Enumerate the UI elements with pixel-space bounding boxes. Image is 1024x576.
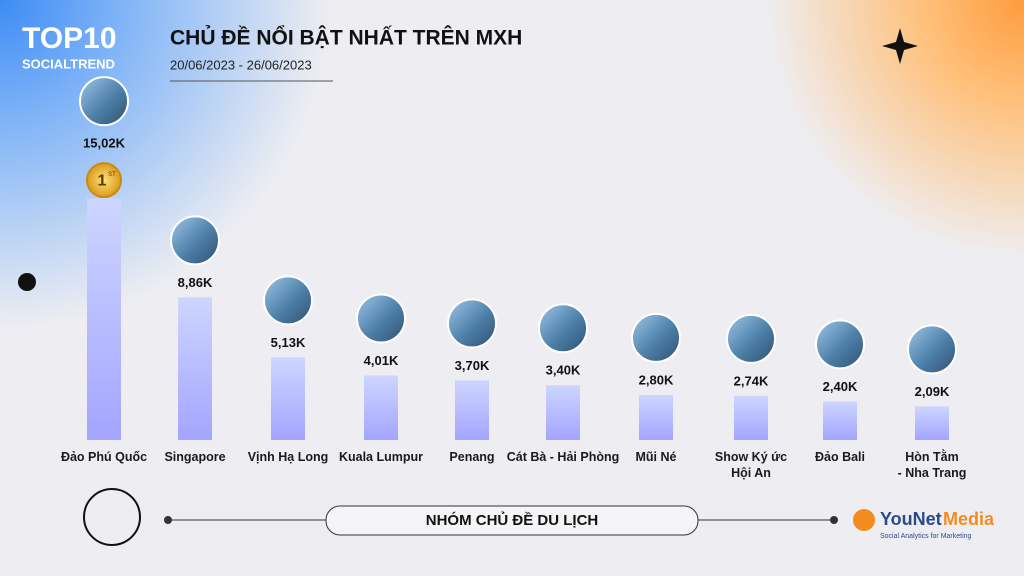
topic-image — [726, 313, 776, 364]
category-label: Vịnh Hạ Long — [247, 450, 329, 464]
bar — [178, 297, 212, 440]
group-label: NHÓM CHỦ ĐỀ DU LỊCH — [426, 511, 599, 529]
value-label: 15,02K — [83, 136, 126, 151]
category-label: Đảo Phú Quốc — [60, 450, 148, 464]
medal — [86, 162, 122, 199]
category-label: Mũi Né — [635, 450, 677, 464]
value-label: 8,86K — [178, 275, 213, 290]
rule-dot — [164, 516, 172, 524]
topic-image — [538, 303, 588, 354]
topic-image — [815, 319, 865, 370]
topic-image — [170, 215, 220, 266]
value-label: 4,01K — [364, 353, 399, 368]
topic-image — [263, 275, 313, 326]
bar — [455, 380, 489, 440]
topic-image — [356, 293, 406, 344]
brand-b: Media — [943, 509, 995, 529]
value-label: 5,13K — [271, 335, 306, 350]
topic-image — [907, 324, 957, 375]
category-label: Show Ký ức Hội An — [714, 450, 788, 480]
topic-image — [631, 312, 681, 363]
value-label: 2,09K — [915, 384, 950, 399]
value-label: 2,40K — [823, 379, 858, 394]
group-pill — [325, 505, 699, 536]
bar — [823, 401, 857, 440]
category-label: Đảo Bali — [814, 450, 865, 464]
brand-icon — [853, 509, 875, 531]
chart-subtitle: 20/06/2023 - 26/06/2023 — [170, 57, 312, 72]
value-label: 3,70K — [455, 358, 490, 373]
rule-dot — [830, 516, 838, 524]
category-label: Penang — [449, 450, 495, 464]
category-label: Kuala Lumpur — [338, 450, 424, 464]
sparkle — [882, 28, 918, 64]
bar — [734, 395, 768, 440]
bar — [364, 375, 398, 440]
globe-icon — [83, 488, 141, 546]
value-label: 3,40K — [546, 363, 581, 378]
medal-number: 1 — [98, 172, 107, 189]
bar — [87, 198, 121, 440]
category-label: Singapore — [164, 450, 226, 464]
bar — [271, 357, 305, 440]
topic-image — [447, 298, 497, 349]
bar — [546, 385, 580, 440]
topic-image — [79, 76, 129, 127]
dot — [18, 273, 36, 291]
chart-title: CHỦ ĐỀ NỔI BẬT NHẤT TRÊN MXH — [170, 26, 522, 50]
logo-top: TOP10 — [22, 22, 117, 55]
brand-tagline: Social Analytics for Marketing — [880, 533, 972, 540]
bar — [915, 406, 949, 440]
medal-suffix: ST — [108, 172, 116, 178]
brand-a: YouNet — [880, 509, 942, 529]
logo-bottom: SOCIALTREND — [22, 56, 115, 71]
category-label: Hòn Tằm - Nha Trang — [897, 450, 967, 480]
value-label: 2,80K — [639, 372, 674, 387]
bar — [639, 394, 673, 440]
category-label: Cát Bà - Hải Phòng — [506, 450, 620, 464]
value-label: 2,74K — [734, 373, 769, 388]
